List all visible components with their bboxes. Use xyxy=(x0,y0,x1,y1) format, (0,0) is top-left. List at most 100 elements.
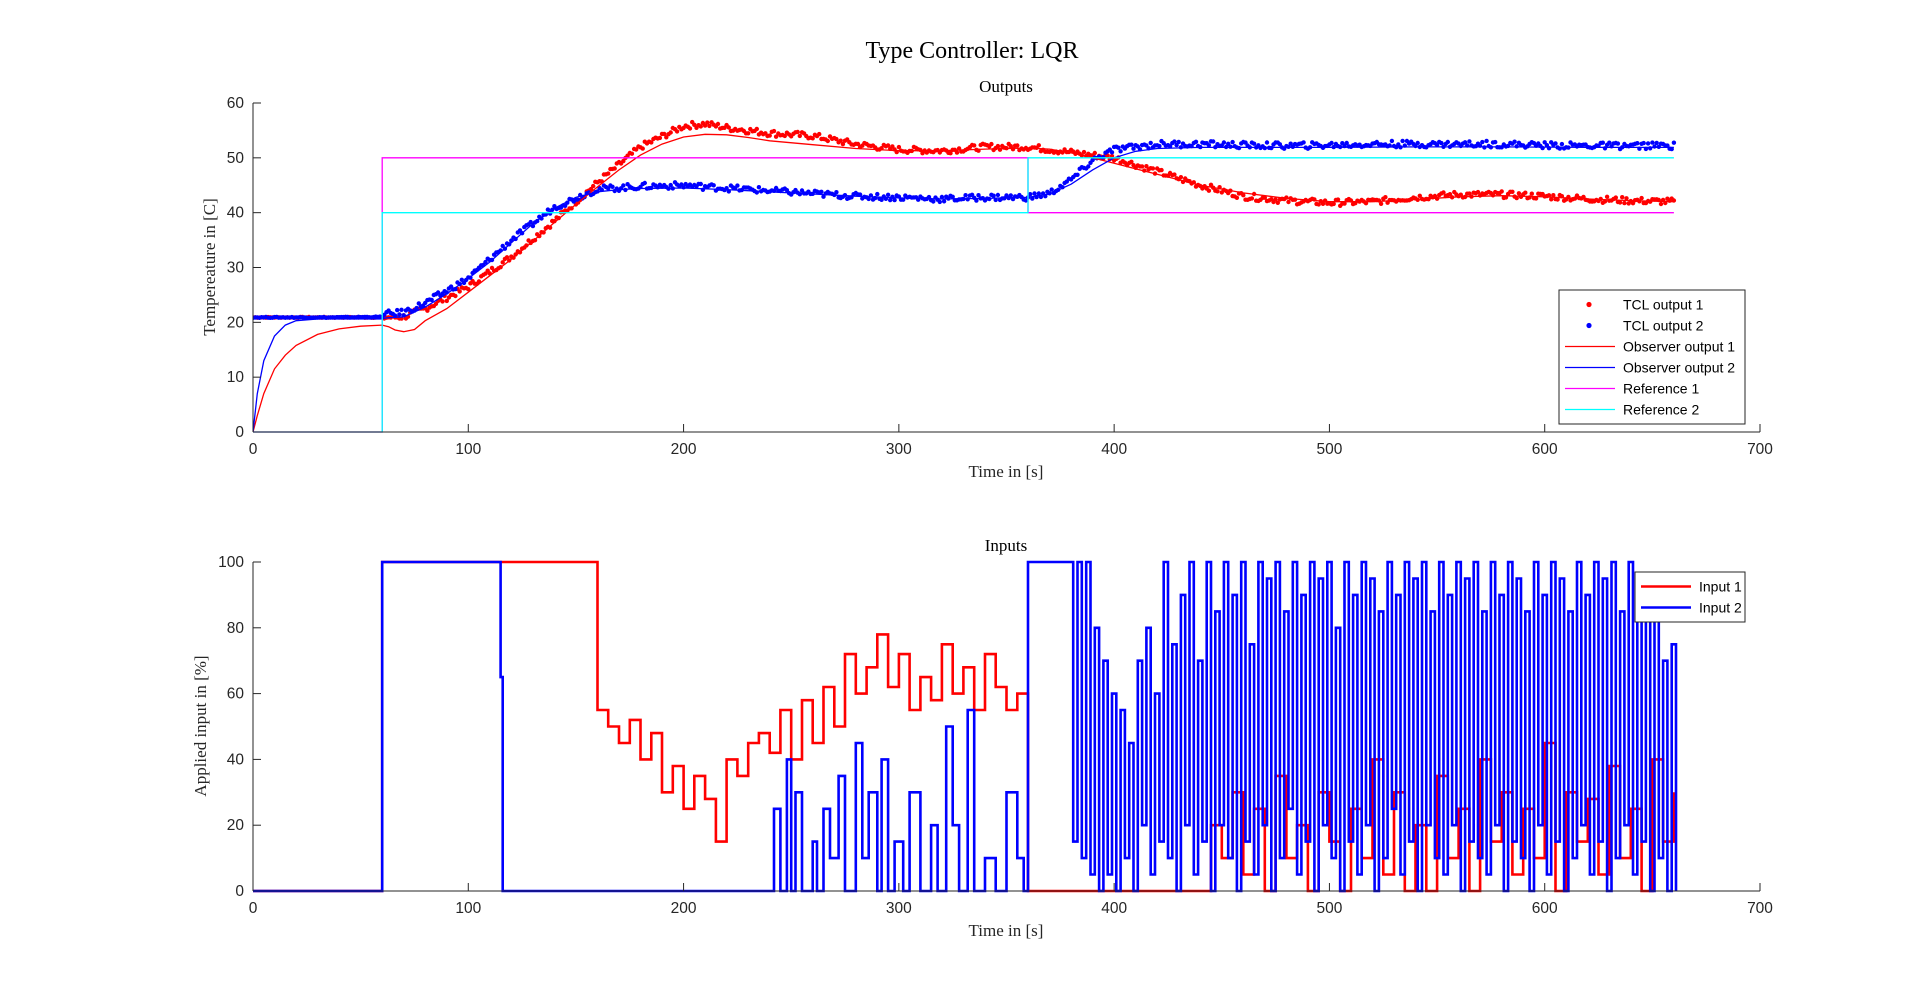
legend-item-observer-output-1: Observer output 1 xyxy=(1565,339,1735,355)
data-point xyxy=(429,297,434,303)
data-point xyxy=(545,207,551,212)
data-point xyxy=(1092,150,1098,156)
legend-marker xyxy=(1586,301,1592,308)
data-point xyxy=(1316,202,1321,207)
data-point xyxy=(1148,140,1153,146)
data-point xyxy=(591,183,596,189)
data-point xyxy=(1441,190,1446,195)
data-point xyxy=(642,180,647,186)
data-point xyxy=(1378,201,1384,206)
data-point xyxy=(1236,145,1242,151)
data-point xyxy=(875,191,880,197)
data-point xyxy=(1389,138,1395,144)
y-tick-label: 40 xyxy=(227,205,245,222)
data-point xyxy=(1144,164,1149,169)
x-tick-label: 100 xyxy=(455,441,481,458)
data-point xyxy=(1342,201,1347,206)
data-point xyxy=(834,136,839,142)
data-point xyxy=(1159,167,1164,173)
legend-box xyxy=(1558,289,1746,425)
data-point xyxy=(1206,143,1212,148)
data-point xyxy=(1249,196,1255,201)
data-point xyxy=(416,301,421,306)
legend-label: Input 1 xyxy=(1699,579,1742,595)
data-point xyxy=(528,219,533,225)
inputs-axis-lines xyxy=(252,562,1760,892)
data-point xyxy=(707,123,712,129)
data-point xyxy=(1617,200,1623,205)
data-point xyxy=(972,143,977,148)
legend-label: Observer output 1 xyxy=(1623,339,1735,355)
data-point xyxy=(1211,139,1216,144)
data-point xyxy=(797,133,802,139)
data-point xyxy=(1131,146,1136,151)
data-point xyxy=(838,138,843,143)
data-point xyxy=(987,196,992,202)
outputs-series-observer-output-1 xyxy=(253,133,1674,433)
data-point xyxy=(1023,198,1029,203)
inputs-series-input-2 xyxy=(253,560,1678,893)
data-point xyxy=(1172,172,1177,177)
data-point xyxy=(399,307,404,312)
data-point xyxy=(1510,189,1515,194)
data-point xyxy=(1172,139,1177,144)
legend-item-input-2: Input 2 xyxy=(1641,600,1742,616)
data-point xyxy=(1516,191,1522,196)
data-point xyxy=(1480,139,1485,145)
legend-item-input-1: Input 1 xyxy=(1641,579,1742,595)
legend-box xyxy=(1634,571,1746,623)
data-point xyxy=(687,126,693,131)
data-point xyxy=(649,140,654,145)
data-point xyxy=(819,189,824,194)
data-point xyxy=(950,194,955,199)
data-point xyxy=(948,151,953,156)
data-point xyxy=(1445,139,1451,145)
data-point xyxy=(664,135,669,140)
legend-label: Input 2 xyxy=(1699,600,1742,616)
data-point xyxy=(1036,191,1042,196)
legend-label: TCL output 1 xyxy=(1623,297,1704,313)
data-point xyxy=(1157,143,1162,149)
legend-label: Reference 1 xyxy=(1623,381,1699,397)
data-point xyxy=(705,120,710,125)
data-point xyxy=(896,144,902,150)
outputs-series-observer-output-2-line xyxy=(253,146,1674,433)
data-point xyxy=(1030,196,1035,201)
data-point xyxy=(1234,195,1240,200)
data-point xyxy=(1215,189,1220,194)
data-point xyxy=(1335,197,1341,202)
data-point xyxy=(746,131,751,136)
data-point xyxy=(1129,142,1134,147)
data-point xyxy=(1206,188,1212,193)
data-point xyxy=(1624,196,1629,201)
data-point xyxy=(879,197,884,202)
data-point xyxy=(1654,140,1659,146)
data-point xyxy=(1613,195,1619,200)
inputs-x-axis-label: Time in [s] xyxy=(969,921,1044,940)
data-point xyxy=(1493,139,1498,145)
data-point xyxy=(866,196,871,202)
data-point xyxy=(1081,149,1087,155)
data-point xyxy=(1671,140,1677,145)
data-point xyxy=(840,141,846,147)
data-point xyxy=(1555,197,1560,202)
data-point xyxy=(834,190,839,195)
data-point xyxy=(425,308,430,313)
data-point xyxy=(1015,143,1020,148)
data-point xyxy=(954,150,960,155)
data-point xyxy=(668,182,673,188)
x-tick-label: 500 xyxy=(1316,900,1342,917)
data-point xyxy=(1262,195,1268,200)
data-point xyxy=(726,125,731,130)
data-point xyxy=(1086,164,1091,169)
data-point xyxy=(892,197,897,203)
data-point xyxy=(937,199,942,205)
legend-label: TCL output 2 xyxy=(1623,318,1704,334)
y-tick-label: 30 xyxy=(227,260,245,277)
data-point xyxy=(466,287,471,292)
data-point xyxy=(453,293,458,299)
data-point xyxy=(395,307,400,313)
data-point xyxy=(1286,199,1291,205)
data-point xyxy=(991,193,996,198)
